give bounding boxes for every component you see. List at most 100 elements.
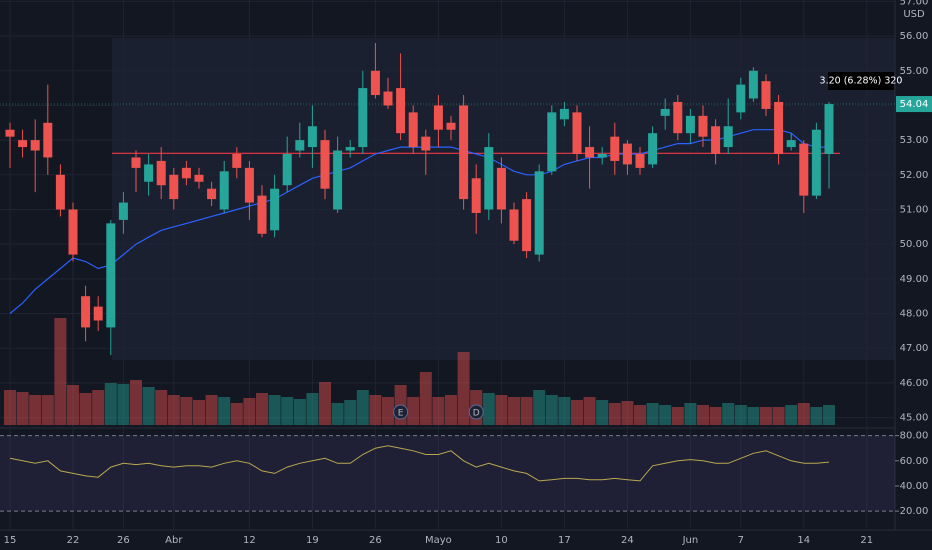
- y-tick-label: 50.00: [900, 239, 929, 250]
- y-tick-label: 57.00: [900, 0, 929, 7]
- rsi-tick-label: 20.00: [900, 506, 929, 517]
- volume-bar: [482, 393, 495, 425]
- volume-bar: [29, 395, 42, 425]
- currency-label: USD: [903, 9, 925, 20]
- volume-bar: [319, 382, 331, 425]
- x-tick-label: 7: [738, 535, 744, 546]
- candle-body: [257, 195, 267, 234]
- candle-body: [496, 167, 506, 210]
- volume-bar: [571, 400, 583, 425]
- candle-body: [219, 171, 229, 210]
- y-tick-label: 48.00: [900, 309, 929, 320]
- candle-body: [333, 150, 343, 210]
- candle-body: [118, 202, 128, 220]
- candle-body: [244, 167, 254, 203]
- volume-bar: [256, 393, 268, 425]
- volume-bar: [785, 405, 798, 425]
- y-tick-label: 52.00: [900, 170, 929, 181]
- volume-bar: [533, 390, 546, 425]
- candle-body: [660, 108, 670, 116]
- candle-body: [307, 126, 317, 148]
- candle-body: [597, 153, 607, 158]
- volume-bar: [180, 397, 193, 425]
- change-label: 3.20 (6.28%) 320: [820, 76, 903, 87]
- candle-body: [673, 101, 683, 134]
- change-box: [828, 72, 894, 90]
- event-marker: [468, 404, 484, 420]
- candle-body: [509, 209, 519, 241]
- candle-body: [635, 153, 645, 168]
- volume-bar: [193, 400, 205, 425]
- volume-bar: [230, 403, 243, 425]
- candle-body: [685, 115, 695, 134]
- volume-bar: [634, 405, 646, 425]
- y-tick-label: 45.00: [900, 413, 929, 424]
- volume-bar: [671, 407, 684, 425]
- candle-body: [131, 157, 141, 168]
- candle-body: [270, 188, 280, 231]
- volume-bar: [130, 380, 142, 425]
- event-label: E: [398, 409, 404, 419]
- y-tick-label: 55.00: [900, 66, 929, 77]
- volume-bar: [445, 395, 457, 425]
- x-tick-label: 19: [306, 535, 319, 546]
- candle-body: [144, 164, 154, 182]
- volume-bar: [621, 401, 634, 425]
- volume-bar: [659, 405, 672, 425]
- volume-bar: [823, 405, 835, 425]
- volume-bar: [104, 383, 117, 425]
- rsi-tick-label: 60.00: [900, 456, 929, 467]
- candle-body: [55, 174, 65, 210]
- x-tick-label: 17: [558, 535, 571, 546]
- candle-body: [484, 147, 494, 210]
- rsi-tick-label: 40.00: [900, 481, 929, 492]
- volume-bar: [218, 397, 231, 425]
- volume-bar: [508, 397, 520, 425]
- volume-bar: [205, 395, 218, 425]
- x-tick-label: 22: [67, 535, 80, 546]
- volume-bar: [4, 390, 16, 425]
- volume-bar: [167, 395, 180, 425]
- volume-bar: [67, 385, 79, 425]
- volume-bar: [608, 403, 621, 425]
- volume-bar: [344, 400, 357, 425]
- volume-bar: [268, 395, 281, 425]
- candle-body: [547, 112, 557, 172]
- candle-body: [711, 126, 721, 154]
- candle-body: [748, 70, 758, 99]
- candle-body: [358, 88, 368, 148]
- x-tick-label: 10: [495, 535, 508, 546]
- y-tick-label: 46.00: [900, 378, 929, 389]
- volume-bar: [722, 403, 735, 425]
- volume-bar: [92, 390, 105, 425]
- volume-bar: [684, 403, 697, 425]
- candle-body: [81, 296, 91, 328]
- candle-body: [68, 209, 78, 255]
- candle-body: [610, 136, 620, 161]
- x-tick-label: 14: [797, 535, 810, 546]
- candle-body: [282, 153, 292, 186]
- volume-bar: [797, 403, 810, 425]
- candle-body: [106, 223, 116, 328]
- candle-body: [585, 147, 595, 158]
- x-tick-label: 12: [243, 535, 256, 546]
- y-tick-label: 53.00: [900, 135, 929, 146]
- volume-bar: [545, 395, 558, 425]
- candle-body: [534, 171, 544, 255]
- candle-body: [408, 112, 418, 148]
- volume-bar: [596, 400, 609, 425]
- y-tick-label: 56.00: [900, 31, 929, 42]
- candle-body: [181, 167, 191, 179]
- candle-body: [446, 122, 456, 130]
- y-tick-label: 51.00: [900, 204, 929, 215]
- candle-body: [194, 174, 204, 182]
- candle-body: [421, 136, 431, 151]
- event-label: D: [473, 409, 480, 419]
- last-price-label: 54.04: [900, 99, 929, 110]
- volume-bar: [457, 352, 470, 425]
- y-tick-label: 47.00: [900, 343, 929, 354]
- candle-body: [156, 160, 166, 186]
- volume-bar: [356, 390, 369, 425]
- x-tick-label: 15: [4, 535, 17, 546]
